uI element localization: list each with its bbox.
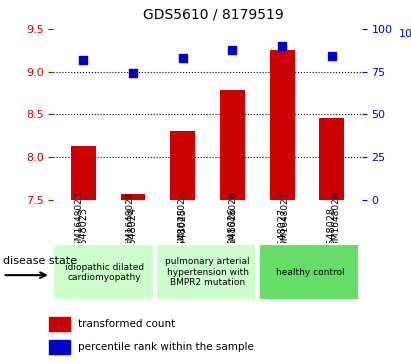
Point: [180, 55, 186, 61]
FancyBboxPatch shape: [53, 244, 154, 300]
Bar: [220, 90, 245, 200]
FancyBboxPatch shape: [156, 244, 256, 300]
Text: disease state: disease state: [2, 256, 77, 266]
Text: percentile rank within the sample: percentile rank within the sample: [78, 342, 254, 352]
Text: GSM1648024: GSM1648024: [126, 191, 135, 252]
Text: GSM1648027: GSM1648027: [280, 191, 289, 252]
FancyBboxPatch shape: [259, 244, 359, 300]
Text: GSM1648025: GSM1648025: [178, 191, 186, 252]
Text: pulmonary arterial
hypertension with
BMPR2 mutation: pulmonary arterial hypertension with BMP…: [165, 257, 250, 287]
Point: [279, 43, 285, 49]
Bar: [170, 131, 195, 200]
Point: [328, 53, 335, 59]
Text: GSM1648028: GSM1648028: [332, 191, 340, 252]
Text: 100%: 100%: [399, 29, 411, 39]
Text: GSM1648023: GSM1648023: [75, 191, 83, 252]
Point: [130, 70, 136, 76]
Bar: [319, 118, 344, 200]
Text: GSM1648026: GSM1648026: [229, 191, 238, 252]
Point: [80, 57, 87, 63]
Text: GDS5610 / 8179519: GDS5610 / 8179519: [143, 7, 284, 21]
Point: [229, 46, 236, 52]
Text: idiopathic dilated
cardiomyopathy: idiopathic dilated cardiomyopathy: [65, 262, 144, 282]
Text: transformed count: transformed count: [78, 319, 175, 329]
Bar: [120, 194, 145, 200]
Bar: [270, 50, 295, 200]
Bar: [49, 340, 70, 354]
Bar: [49, 317, 70, 331]
Text: healthy control: healthy control: [276, 268, 344, 277]
Bar: [71, 146, 96, 200]
